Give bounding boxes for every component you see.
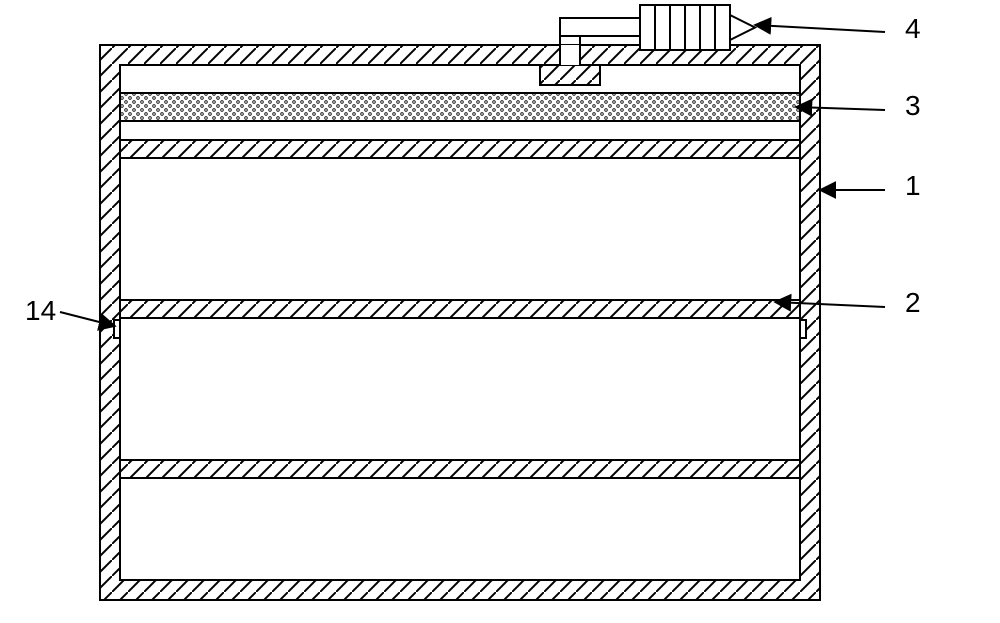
pipe-wall-gap — [560, 45, 580, 65]
top-connector — [540, 65, 600, 85]
hinge-right — [800, 320, 806, 338]
label-14: 14 — [25, 295, 56, 326]
shelf-2 — [120, 300, 800, 318]
leader-4 — [755, 25, 885, 32]
shelf-3 — [120, 460, 800, 478]
shelf-1 — [120, 140, 800, 158]
label-2: 2 — [905, 287, 921, 318]
label-4: 4 — [905, 13, 921, 44]
hinge-left — [114, 320, 120, 338]
label-1: 1 — [905, 170, 921, 201]
label-3: 3 — [905, 90, 921, 121]
motor-nose — [730, 15, 755, 40]
diagram-canvas: 4 3 1 2 14 — [0, 0, 1000, 623]
filter-layer — [120, 93, 800, 121]
